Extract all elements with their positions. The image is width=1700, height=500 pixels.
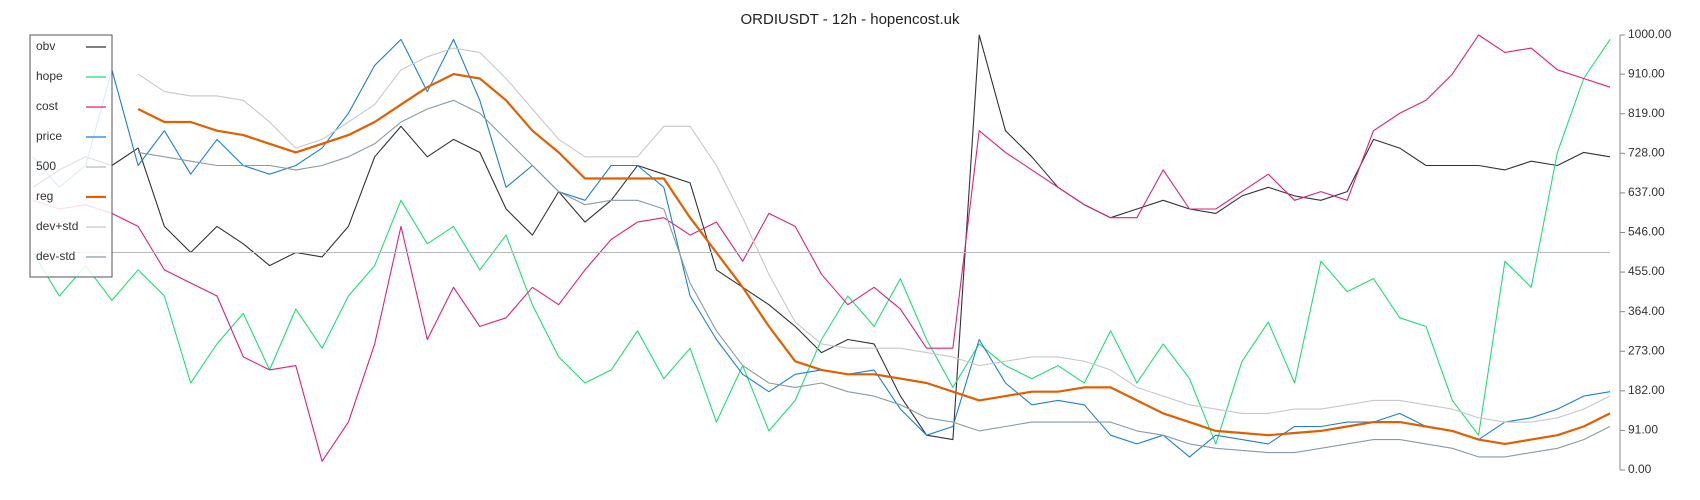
series-line [32, 39, 1611, 445]
legend-label: cost [36, 99, 59, 113]
series-line [137, 73, 1611, 445]
legend-label: dev-std [36, 249, 75, 263]
y-tick-label: 182.00 [1628, 383, 1665, 397]
legend-label: reg [36, 189, 53, 203]
y-tick-label: 546.00 [1628, 225, 1665, 239]
y-tick-label: 364.00 [1628, 304, 1665, 318]
y-tick-label: 637.00 [1628, 185, 1665, 199]
y-tick-label: 455.00 [1628, 264, 1665, 278]
y-tick-label: 0.00 [1628, 462, 1652, 476]
legend-label: 500 [36, 159, 56, 173]
series-line [137, 47, 1611, 423]
y-tick-label: 91.00 [1628, 423, 1658, 437]
series-line [32, 34, 1611, 441]
y-tick-label: 910.00 [1628, 66, 1665, 80]
series-line [32, 34, 1611, 462]
legend-box [29, 34, 113, 278]
legend: obv hope cost price 500 reg dev+std dev-std [29, 34, 113, 278]
y-tick-label: 819.00 [1628, 106, 1665, 120]
legend-label: dev+std [36, 219, 78, 233]
series-line [32, 38, 1611, 458]
legend-label: price [36, 129, 62, 143]
y-tick-label: 273.00 [1628, 343, 1665, 357]
chart-title: ORDIUSDT - 12h - hopencost.uk [741, 11, 960, 28]
y-tick-label: 728.00 [1628, 145, 1665, 159]
y-tick-label: 1000.00 [1628, 27, 1672, 41]
legend-label: obv [36, 39, 55, 53]
series-line [138, 99, 1611, 458]
legend-label: hope [36, 69, 63, 83]
